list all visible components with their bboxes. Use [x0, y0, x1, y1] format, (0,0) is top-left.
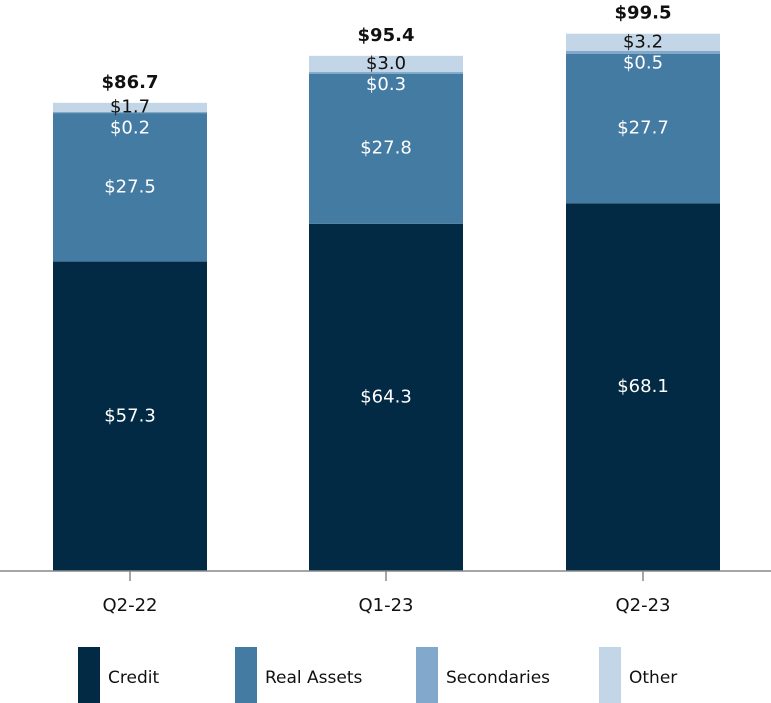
total-label: $99.5	[615, 3, 672, 24]
legend-label: Credit	[108, 668, 159, 688]
legend-swatch	[78, 647, 100, 703]
bar-segment	[53, 113, 207, 262]
x-tick-label: Q2-22	[102, 595, 157, 616]
bar-segment	[309, 55, 463, 73]
bar-segment	[309, 223, 463, 571]
value-label: $68.1	[617, 376, 669, 397]
value-label: $27.8	[360, 138, 412, 159]
value-label: $0.2	[110, 117, 150, 138]
value-label: $0.5	[623, 52, 663, 73]
bar-segment	[566, 203, 720, 571]
legend-swatch	[599, 647, 621, 703]
bar-segment	[53, 112, 207, 114]
legend-swatch	[235, 647, 257, 703]
legend-label: Secondaries	[446, 668, 550, 688]
value-label: $1.7	[110, 96, 150, 117]
value-label: $27.5	[104, 176, 156, 197]
value-label: $64.3	[360, 386, 412, 407]
bar-segment	[309, 72, 463, 74]
legend-label: Real Assets	[265, 668, 363, 688]
value-label: $3.0	[366, 53, 406, 74]
legend-swatch	[416, 647, 438, 703]
x-tick-label: Q2-23	[615, 595, 670, 616]
bar-segment	[53, 261, 207, 571]
value-label: $57.3	[104, 405, 156, 426]
total-label: $95.4	[358, 25, 415, 46]
value-label: $27.7	[617, 117, 669, 138]
value-label: $3.2	[623, 31, 663, 52]
value-label: $0.3	[366, 74, 406, 95]
bar-segment	[566, 33, 720, 51]
bar-segment	[309, 73, 463, 224]
bar-segment	[53, 102, 207, 112]
bar-segment	[566, 50, 720, 54]
x-tick-label: Q1-23	[358, 595, 413, 616]
bar-segment	[566, 53, 720, 204]
total-label: $86.7	[102, 72, 159, 93]
legend-label: Other	[629, 668, 677, 688]
